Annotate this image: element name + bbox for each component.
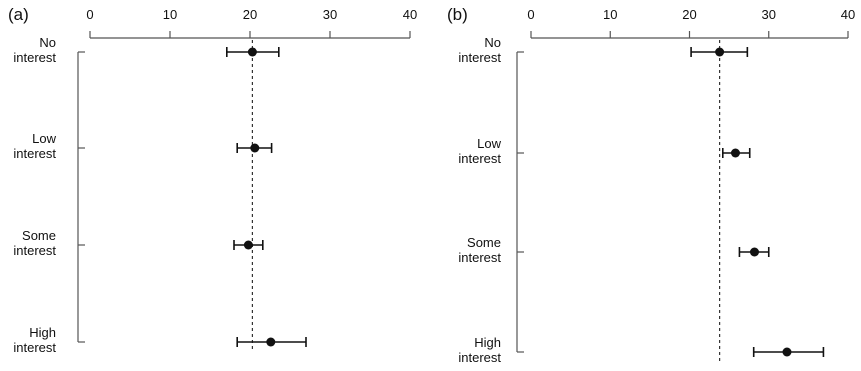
category-label: Some interest [458,235,501,265]
x-tick-label: 10 [163,7,177,22]
panel-label: (b) [447,5,468,24]
data-point [243,240,253,250]
x-tick-label: 0 [527,7,534,22]
category-label-line: interest [458,350,501,365]
category-label-line: High [29,325,56,340]
category-label-line: interest [13,50,56,65]
category-label-line: Low [477,136,501,151]
x-tick-label: 10 [603,7,617,22]
data-point [715,47,725,57]
x-tick-label: 40 [403,7,417,22]
x-tick-label: 40 [841,7,855,22]
category-label-line: interest [13,146,56,161]
category-label: Low interest [13,131,56,161]
x-tick-label: 30 [762,7,776,22]
category-label-line: High [474,335,501,350]
category-label-line: Some [467,235,501,250]
panel-label: (a) [8,5,29,24]
category-label: Low interest [458,136,501,166]
data-point [730,148,740,158]
category-label-line: interest [458,250,501,265]
data-point [782,347,792,357]
x-tick-label: 0 [86,7,93,22]
category-label-line: interest [458,50,501,65]
x-tick-label: 30 [323,7,337,22]
data-point [247,47,257,57]
category-label-line: Some [22,228,56,243]
category-label-line: interest [13,340,56,355]
category-label: High interest [458,335,501,365]
category-label: Some interest [13,228,56,258]
category-label: No interest [458,35,501,65]
category-label-line: No [484,35,501,50]
category-label-line: Low [32,131,56,146]
category-label: High interest [13,325,56,355]
category-label: No interest [13,35,56,65]
category-label-line: interest [458,151,501,166]
data-point [266,337,276,347]
data-point [250,143,260,153]
x-tick-label: 20 [243,7,257,22]
x-tick-label: 20 [682,7,696,22]
category-label-line: interest [13,243,56,258]
category-label-line: No [39,35,56,50]
data-point [749,247,759,257]
